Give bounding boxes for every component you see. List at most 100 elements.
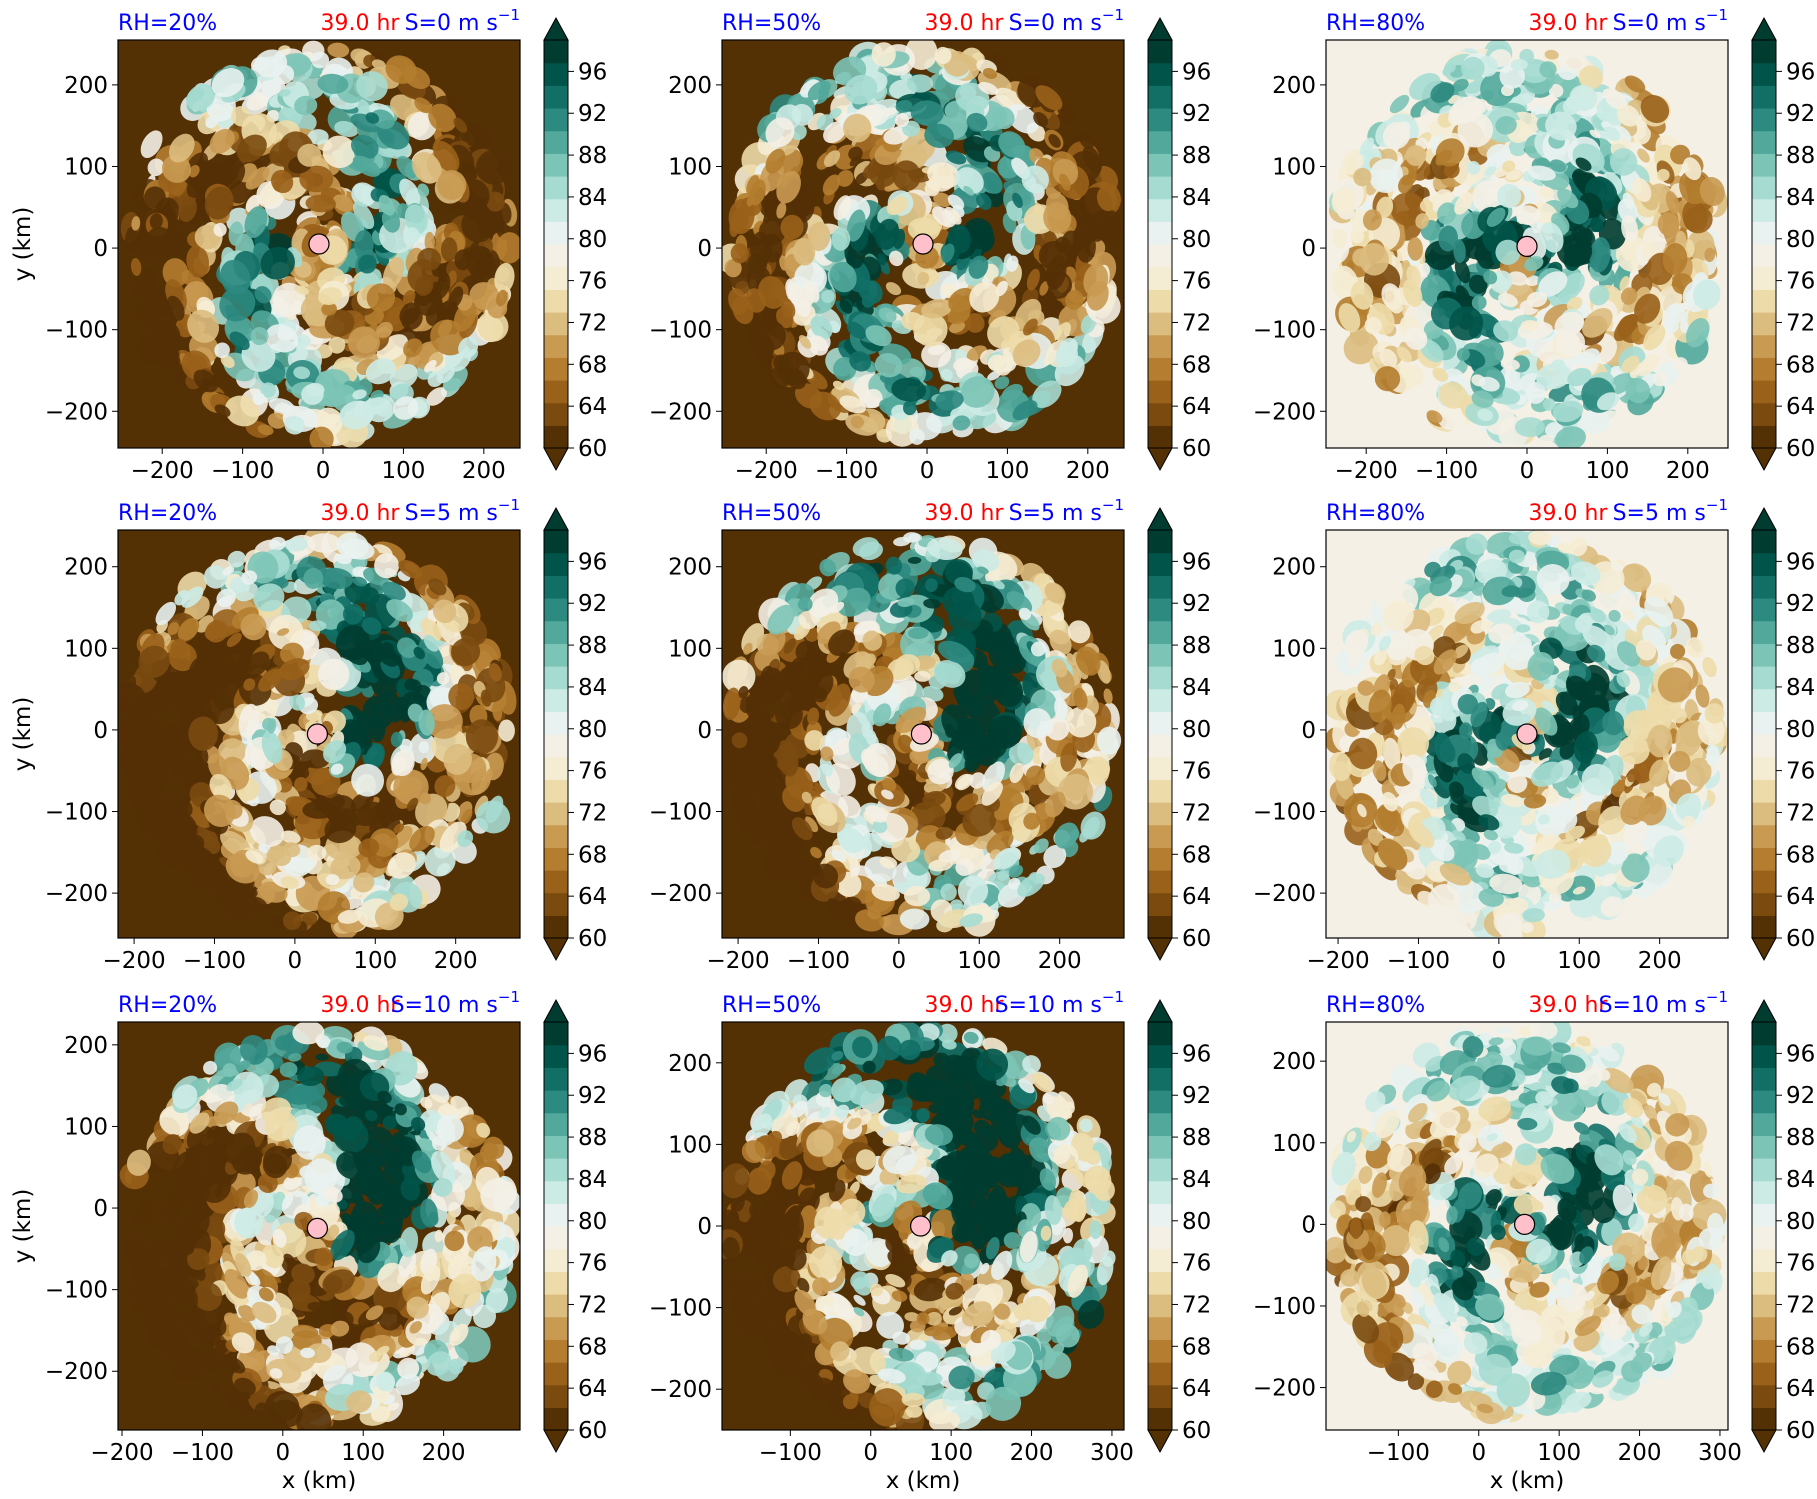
heatmap-cell [399,178,421,207]
heatmap-cell [496,289,508,307]
heatmap-cell [258,668,283,692]
heatmap-cell [409,826,435,852]
heatmap-cell [1021,165,1049,194]
x-tick-label: 0 [920,458,935,484]
shear-exponent: −1 [1102,496,1124,514]
heatmap-cell [1432,367,1449,382]
heatmap-cell [776,171,801,204]
heatmap-cell [1502,160,1516,173]
heatmap-cell [1043,202,1072,234]
heatmap-cell [881,107,898,117]
heatmap-cell [417,247,442,271]
heatmap-cell [1484,166,1497,176]
heatmap-cell [476,149,513,185]
heatmap-cell [1578,348,1600,367]
heatmap-cell [969,772,986,789]
heatmap-cell [963,185,975,196]
heatmap-cell [268,398,295,413]
heatmap-cell [1466,160,1481,175]
storm-center-marker [306,723,328,745]
heatmap-cell [779,667,796,684]
heatmap-cell [761,755,778,771]
x-tick-label: 100 [381,458,425,484]
heatmap-cell [1353,167,1372,187]
heatmap-cell [935,826,953,840]
heatmap-cell [420,757,428,771]
heatmap-cell [1557,188,1579,209]
colorbar-tick-label: 92 [578,591,607,617]
colorbar-segment [544,62,568,86]
heatmap-cell [1583,408,1610,435]
heatmap-cell [1498,293,1518,307]
y-tick-label: 0 [697,236,712,262]
heatmap-cell [393,823,405,834]
heatmap-cell [398,559,423,579]
heatmap-cell [391,749,415,777]
heatmap-cell [1540,222,1564,253]
heatmap-cell [204,565,228,589]
y-tick-label: 100 [1272,154,1316,180]
heatmap-cell [1054,822,1079,849]
colorbar-segment [1148,847,1172,871]
heatmap-cell [1625,378,1651,404]
colorbar-segment [1148,892,1172,916]
heatmap-cell [229,331,250,351]
colorbar-tick-label: 68 [578,352,607,378]
y-tick-label: −100 [45,800,108,826]
heatmap-cell [1382,737,1401,771]
heatmap-cell [457,830,474,848]
x-tick-label: −200 [102,948,165,974]
heatmap-cell [294,95,318,116]
heatmap-cell [1066,340,1078,353]
heatmap-cell [992,356,1012,376]
heatmap-cell [1066,653,1076,666]
heatmap-cell [318,567,354,590]
heatmap-cell [224,395,260,427]
heatmap-cell [494,262,515,294]
colorbar-tick-label: 88 [578,633,607,659]
colorbar-tick-label: 92 [1182,591,1211,617]
heatmap-cell [821,289,835,304]
heatmap-cell [147,285,159,298]
heatmap-cell [1471,581,1486,596]
heatmap-cell [350,134,379,160]
heatmap-cell [1483,270,1498,285]
heatmap-cell [1077,216,1087,229]
heatmap-cell [341,538,375,560]
colorbar-segment [1752,402,1776,426]
y-tick-label: 200 [64,555,108,581]
heatmap-cell [1616,104,1640,127]
heatmap-cell [832,380,845,391]
colorbar-tick-label: 92 [578,101,607,127]
heatmap-cell [991,106,1015,130]
heatmap-cell [1554,678,1567,689]
heatmap-cell [453,117,468,133]
heatmap-cell [992,673,1023,708]
heatmap-cell [972,549,1000,572]
heatmap-cell [214,404,231,417]
heatmap-cell [323,740,347,764]
heatmap-cell [831,227,851,251]
heatmap-cell [1692,279,1721,310]
heatmap-cell [432,599,457,624]
heatmap-cell [862,162,882,179]
heatmap-cell [465,124,490,148]
y-tick-label: 100 [668,154,712,180]
heatmap-cell [245,166,270,190]
heatmap-cell [1076,646,1101,676]
heatmap-cell [1634,293,1661,324]
y-axis-label: y (km) [10,207,36,282]
heatmap-cell [1652,371,1668,387]
heatmap-cell [413,646,426,660]
heatmap-cell [260,382,277,398]
heatmap-cell [891,377,927,402]
heatmap-cell [1012,339,1041,367]
colorbar-segment [544,802,568,826]
heatmap-cell [434,775,456,798]
colorbar-tick-label: 60 [578,436,607,462]
heatmap-cell [1034,838,1049,854]
heatmap-cell [820,746,834,762]
colorbar-segment [1148,62,1172,86]
